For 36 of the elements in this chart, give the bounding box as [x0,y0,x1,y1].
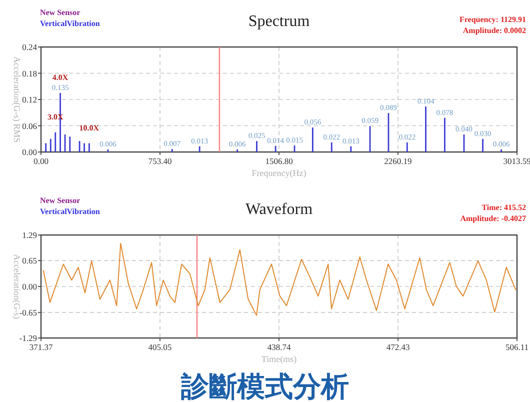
x-tick-label: 1506.80 [265,156,293,166]
annotation: 10.0X [79,123,100,132]
annotation: 4.0X [52,72,68,82]
text: Frequency: 1129.91 [459,15,526,24]
y-tick-label: 1.29 [22,230,37,240]
y-tick-label: 0.00 [22,282,37,292]
y-tick-label: -1.29 [19,333,37,343]
y-axis-title: Acceleration(G-s) RMS [12,56,22,143]
text: VerticalVibration [40,207,100,216]
text: Amplitude: 0.0002 [462,26,526,35]
chart-title: Waveform [245,201,314,218]
text: Time: 415.52 [482,203,526,212]
y-tick-label: 0.06 [22,120,37,131]
x-axis-title: Time(ms) [261,354,297,364]
text: New Sensor [40,196,81,205]
y-tick-label: 0.24 [22,42,38,52]
x-tick-label: 753.40 [148,156,172,166]
y-tick-label: 0.65 [22,256,37,266]
text: VerticalVibration [40,19,100,28]
y-tick-label: 0.18 [22,68,37,78]
x-axis-title: Frequency(Hz) [252,168,306,178]
y-tick-label: 0.00 [22,147,37,157]
text: 診斷模式分析 [180,370,349,402]
y-tick-label: -0.65 [19,307,37,318]
text: Amplitude: -0.4027 [460,214,526,223]
x-tick-label: 438.74 [267,342,292,352]
x-tick-label: 506.11 [505,342,529,352]
x-tick-label: 405.05 [148,342,172,352]
x-tick-label: 2260.19 [384,156,412,166]
x-tick-label: 371.37 [29,342,53,352]
text: New Sensor [40,8,81,17]
line-series [42,242,516,316]
x-tick-label: 472.43 [386,342,410,352]
y-tick-label: 0.12 [22,94,37,104]
chart-title: Spectrum [248,13,310,30]
x-tick-label: 0.00 [34,156,48,166]
